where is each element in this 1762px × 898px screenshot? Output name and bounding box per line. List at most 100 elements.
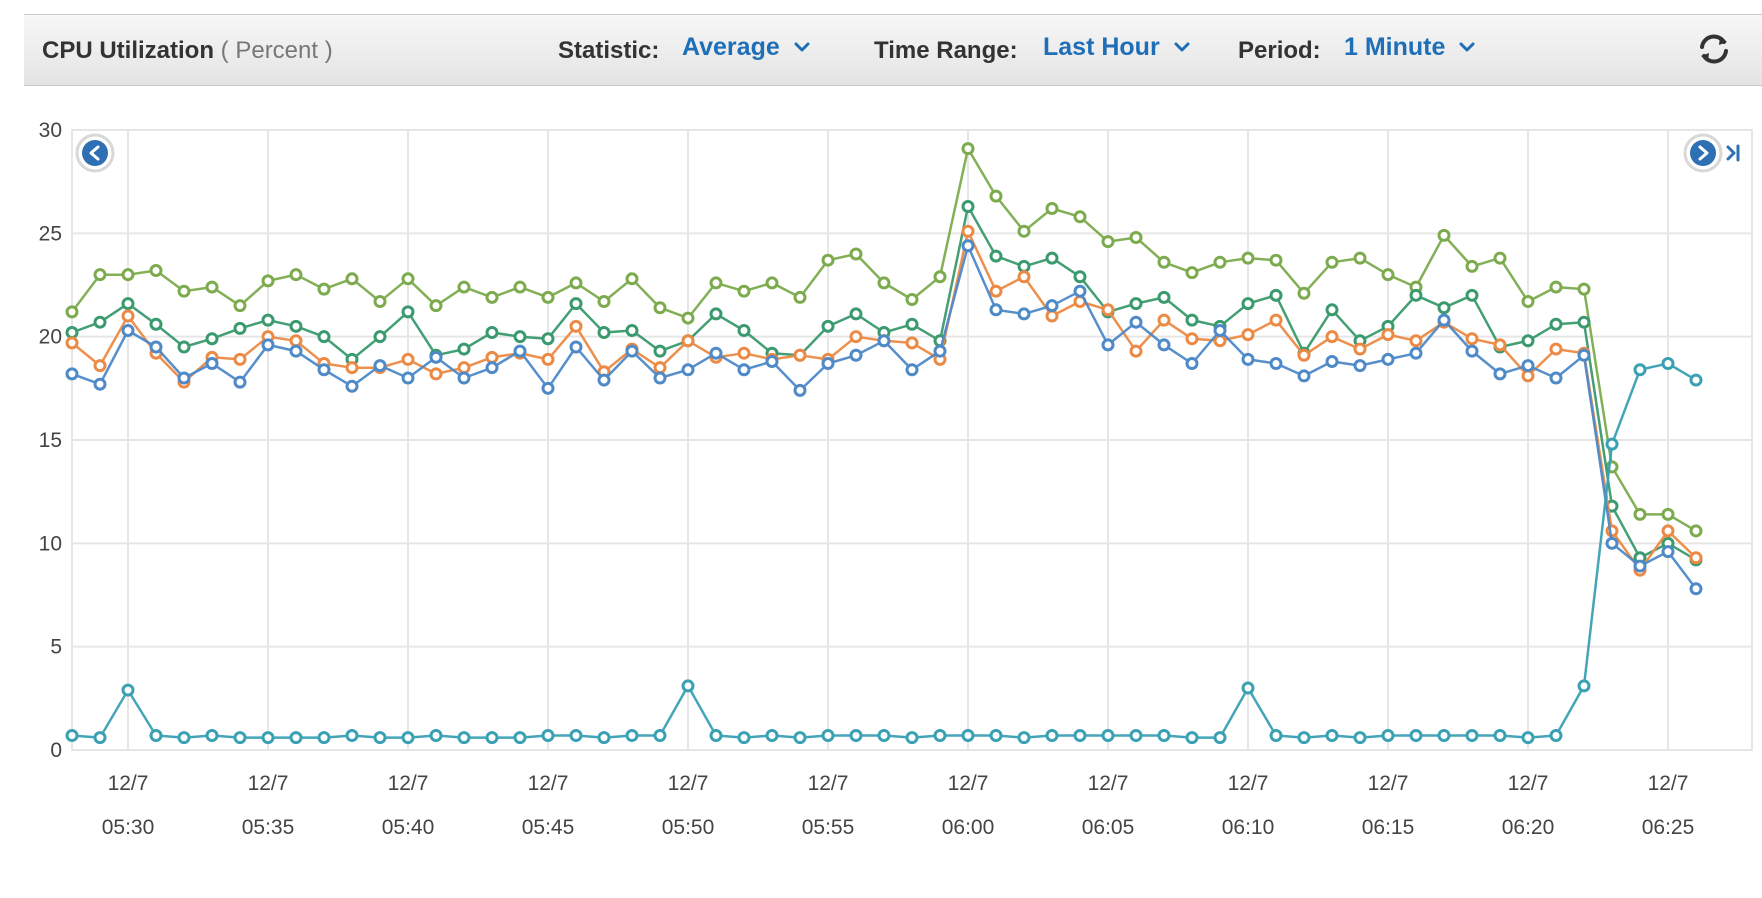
data-point — [905, 317, 919, 331]
data-point — [1633, 559, 1647, 573]
data-point — [1325, 729, 1339, 743]
x-tick-time: 06:20 — [1502, 816, 1555, 839]
data-point — [1129, 315, 1143, 329]
data-point — [121, 309, 135, 323]
data-point — [1549, 317, 1563, 331]
data-point — [149, 317, 163, 331]
data-point — [93, 359, 107, 373]
data-point — [597, 373, 611, 387]
data-point — [1213, 323, 1227, 337]
data-point — [1521, 334, 1535, 348]
data-point — [541, 729, 555, 743]
data-point — [457, 361, 471, 375]
data-point — [1101, 338, 1115, 352]
chevron-down-icon — [1459, 42, 1475, 52]
data-point — [1633, 363, 1647, 377]
data-point — [177, 340, 191, 354]
data-point — [1381, 729, 1395, 743]
x-tick-date: 12/7 — [1508, 772, 1549, 795]
series-2 — [65, 199, 1703, 567]
data-point — [933, 344, 947, 358]
data-point — [1241, 328, 1255, 342]
pan-right-button[interactable] — [1683, 133, 1723, 173]
data-point — [1269, 357, 1283, 371]
data-point — [1297, 731, 1311, 745]
data-point — [289, 344, 303, 358]
skip-to-end-icon — [1726, 144, 1740, 162]
data-point — [485, 326, 499, 340]
data-point — [681, 363, 695, 377]
x-tick-time: 05:55 — [802, 816, 855, 839]
data-point — [1045, 729, 1059, 743]
data-point — [429, 367, 443, 381]
data-point — [905, 731, 919, 745]
data-point — [1549, 371, 1563, 385]
statistic-dropdown[interactable]: Average — [682, 33, 810, 62]
x-tick-time: 05:50 — [662, 816, 715, 839]
data-point — [457, 342, 471, 356]
data-point — [289, 731, 303, 745]
data-point — [1017, 270, 1031, 284]
data-point — [1185, 731, 1199, 745]
data-point — [737, 731, 751, 745]
x-tick-time: 06:10 — [1222, 816, 1275, 839]
data-point — [261, 731, 275, 745]
data-point — [541, 332, 555, 346]
y-tick-label: 30 — [39, 119, 62, 142]
data-point — [961, 199, 975, 213]
data-point — [1353, 251, 1367, 265]
data-point — [1213, 255, 1227, 269]
data-point — [261, 313, 275, 327]
data-point — [541, 381, 555, 395]
data-point — [513, 731, 527, 745]
data-point — [1689, 524, 1703, 538]
data-point — [569, 319, 583, 333]
period-dropdown[interactable]: 1 Minute — [1344, 33, 1475, 62]
chevron-down-icon — [794, 42, 810, 52]
data-point — [1241, 297, 1255, 311]
data-point — [1577, 348, 1591, 362]
data-point — [765, 354, 779, 368]
data-point — [541, 290, 555, 304]
data-point — [653, 361, 667, 375]
data-point — [93, 268, 107, 282]
data-point — [1493, 367, 1507, 381]
data-point — [121, 297, 135, 311]
data-point — [401, 272, 415, 286]
pan-left-button[interactable] — [75, 133, 115, 173]
data-point — [1661, 507, 1675, 521]
data-point — [1381, 268, 1395, 282]
data-point — [1605, 437, 1619, 451]
data-point — [1437, 729, 1451, 743]
data-point — [457, 731, 471, 745]
data-point — [1409, 334, 1423, 348]
data-point — [1297, 369, 1311, 383]
data-point — [569, 276, 583, 290]
data-point — [709, 729, 723, 743]
data-point — [1521, 731, 1535, 745]
data-point — [1521, 369, 1535, 383]
x-tick-date: 12/7 — [948, 772, 989, 795]
data-point — [877, 334, 891, 348]
data-point — [289, 268, 303, 282]
data-point — [317, 330, 331, 344]
data-point — [1353, 731, 1367, 745]
data-point — [1381, 328, 1395, 342]
x-tick-date: 12/7 — [1088, 772, 1129, 795]
data-point — [65, 367, 79, 381]
data-point — [961, 224, 975, 238]
data-point — [681, 311, 695, 325]
data-point — [1101, 303, 1115, 317]
data-point — [737, 284, 751, 298]
data-point — [1605, 536, 1619, 550]
time-range-dropdown[interactable]: Last Hour — [1043, 33, 1190, 62]
jump-to-end-button[interactable] — [1726, 144, 1740, 162]
data-point — [1213, 731, 1227, 745]
refresh-icon[interactable] — [1696, 31, 1732, 67]
x-tick-time: 06:05 — [1082, 816, 1135, 839]
data-point — [877, 729, 891, 743]
x-tick-time: 05:45 — [522, 816, 575, 839]
data-point — [513, 330, 527, 344]
data-point — [1409, 729, 1423, 743]
